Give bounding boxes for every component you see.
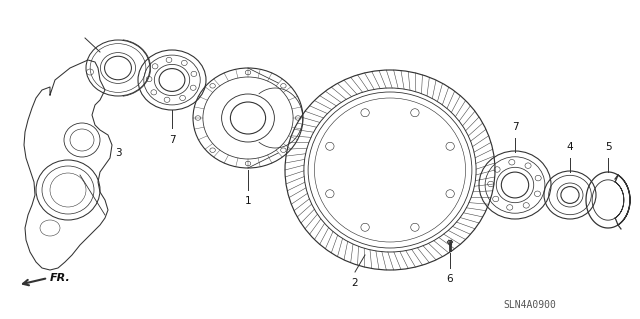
Text: 4: 4 [566,142,573,152]
Text: FR.: FR. [50,273,71,283]
Text: 6: 6 [447,274,453,284]
Text: 7: 7 [512,122,518,132]
Text: 7: 7 [169,135,175,145]
Text: 1: 1 [244,196,252,206]
Text: 2: 2 [352,278,358,288]
Text: 3: 3 [115,148,122,158]
Text: 5: 5 [605,142,611,152]
Text: SLN4A0900: SLN4A0900 [504,300,556,310]
